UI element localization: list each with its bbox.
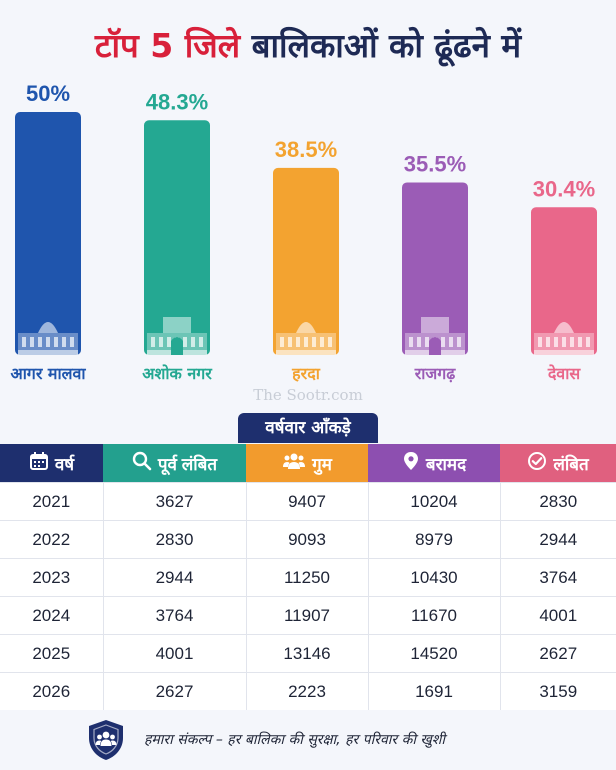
table-cell: 2944 [102, 558, 246, 597]
data-label: 38.5% [275, 137, 337, 162]
table-cell: 11907 [245, 596, 368, 635]
people-icon [282, 451, 306, 476]
table-row: 2024 3764 11907 11670 4001 [0, 596, 616, 635]
table-cell: 8979 [367, 520, 500, 559]
table-cell: 3764 [102, 596, 246, 635]
table-cell-year: 2025 [0, 634, 103, 673]
table-cell-year: 2021 [0, 482, 103, 521]
bar-group: 30.4% देवास [531, 176, 597, 383]
data-label: 48.3% [146, 89, 208, 114]
column-label-previous-pending: पूर्व लंबित [157, 454, 218, 474]
table-row: 2026 2627 2223 1691 3159 [0, 672, 616, 710]
table-cell-year: 2026 [0, 672, 103, 710]
bar [15, 112, 81, 355]
bar-group: 50% आगर मालवा [10, 81, 86, 383]
table-cell: 13146 [245, 634, 368, 673]
data-label: 50% [26, 81, 70, 106]
table-cell: 14520 [367, 634, 500, 673]
table-cell: 11250 [245, 558, 368, 597]
landmark-illustration [276, 322, 336, 355]
table-cell: 2944 [499, 520, 616, 559]
table-cell: 10204 [367, 482, 500, 521]
table-row: 2022 2830 9093 8979 2944 [0, 520, 616, 559]
table-header-row: वर्ष पूर्व लंबित गुम बरामद लंबित [0, 444, 616, 483]
table-cell: 10430 [367, 558, 500, 597]
column-label-pending: लंबित [553, 454, 589, 474]
title-rest: बालिकाओं को ढूंढने में [251, 26, 522, 65]
column-header-missing: गुम [246, 444, 368, 483]
column-label-missing: गुम [312, 454, 332, 474]
calendar-icon [29, 451, 49, 476]
table-cell: 3627 [102, 482, 246, 521]
data-label: 35.5% [404, 151, 466, 176]
search-icon [132, 451, 152, 476]
table-cell-year: 2024 [0, 596, 103, 635]
table-cell: 2627 [102, 672, 246, 710]
table-cell: 11670 [367, 596, 500, 635]
title-highlight: टॉप 5 जिले [94, 26, 241, 65]
bar-group: 38.5% हरदा [273, 137, 339, 383]
location-pin-icon [402, 451, 420, 476]
column-header-year: वर्ष [0, 444, 103, 483]
data-label: 30.4% [533, 176, 595, 201]
table-cell: 9407 [245, 482, 368, 521]
table-cell: 2830 [102, 520, 246, 559]
table-cell: 3159 [499, 672, 616, 710]
column-label-year: वर्ष [54, 454, 75, 474]
bar [402, 182, 468, 355]
check-circle-icon [527, 451, 547, 476]
table-cell: 2830 [499, 482, 616, 521]
landmark-illustration [405, 317, 465, 355]
section-title: वर्षवार आँकड़े [238, 413, 378, 443]
shield-people-icon [86, 718, 126, 766]
category-label: देवास [547, 364, 582, 383]
table-cell: 2223 [245, 672, 368, 710]
bar [531, 207, 597, 355]
category-label: आगर मालवा [10, 364, 86, 383]
table-cell: 3764 [499, 558, 616, 597]
landmark-illustration [18, 322, 78, 355]
landmark-illustration [147, 317, 207, 355]
table-row: 2023 2944 11250 10430 3764 [0, 558, 616, 597]
table-cell-year: 2023 [0, 558, 103, 597]
category-label: अशोक नगर [142, 364, 213, 383]
bar [273, 167, 339, 355]
table-row: 2021 3627 9407 10204 2830 [0, 482, 616, 521]
yearly-data-table: वर्ष पूर्व लंबित गुम बरामद लंबित [0, 444, 616, 710]
category-label: हरदा [291, 364, 321, 383]
category-label: राजगढ़ [414, 364, 457, 383]
watermark: The Sootr.com [253, 386, 363, 404]
landmark-illustration [534, 322, 594, 355]
table-cell-year: 2022 [0, 520, 103, 559]
bar-group: 35.5% राजगढ़ [402, 151, 468, 383]
column-label-recovered: बरामद [425, 454, 467, 474]
page-title: टॉप 5 जिले बालिकाओं को ढूंढने में [0, 22, 616, 67]
column-header-previous-pending: पूर्व लंबित [103, 444, 246, 483]
table-cell: 1691 [367, 672, 500, 710]
table-cell: 4001 [499, 596, 616, 635]
table-cell: 9093 [245, 520, 368, 559]
footer: हमारा संकल्प – हर बालिका की सुरक्षा, हर … [0, 710, 616, 770]
column-header-pending: लंबित [500, 444, 616, 483]
bar-group: 48.3% अशोक नगर [142, 89, 213, 383]
table-cell: 2627 [499, 634, 616, 673]
column-header-recovered: बरामद [368, 444, 500, 483]
footer-text: हमारा संकल्प – हर बालिका की सुरक्षा, हर … [144, 732, 445, 748]
bar-chart: 50% आगर मालवा 48.3% अशोक नगर 38.5% हरदा 35.5% र… [10, 81, 597, 383]
table-row: 2025 4001 13146 14520 2627 [0, 634, 616, 673]
table-cell: 4001 [102, 634, 246, 673]
bar [144, 120, 210, 356]
